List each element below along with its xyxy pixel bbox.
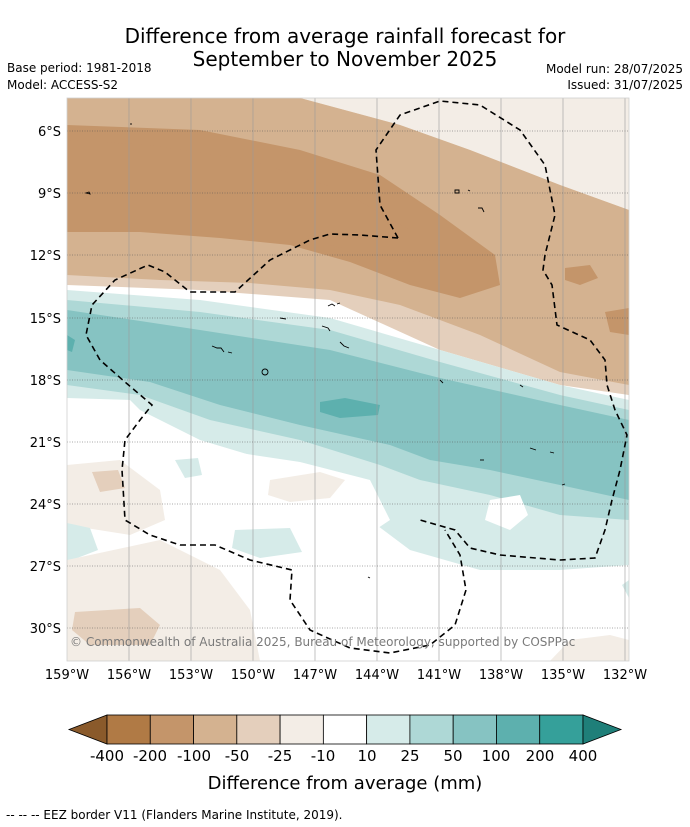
colorbar-tick-label: -50 — [225, 747, 250, 765]
rainfall-anomaly-field — [67, 98, 629, 661]
lat-tick-label: 15°S — [30, 312, 61, 327]
map-title-line1: Difference from average rainfall forecas… — [124, 24, 566, 48]
lon-tick-label: 159°W — [45, 668, 89, 683]
colorbar-tick-label: -10 — [311, 747, 336, 765]
lon-tick-label: 138°W — [479, 668, 523, 683]
colorbar-cell — [279, 714, 324, 745]
issued-date: Issued: 31/07/2025 — [567, 78, 683, 92]
base-period: Base period: 1981-2018 — [7, 61, 152, 75]
lon-tick-label: 147°W — [293, 668, 337, 683]
colorbar-tick-label: -400 — [90, 747, 124, 765]
eez-footnote: -- -- -- EEZ border V11 (Flanders Marine… — [6, 808, 343, 822]
lon-tick-label: 150°W — [231, 668, 275, 683]
colorbar-tick-label: -25 — [268, 747, 293, 765]
lon-tick-label: 144°W — [355, 668, 399, 683]
colorbar-tick-label: 10 — [357, 747, 376, 765]
colorbar-title: Difference from average (mm) — [208, 773, 483, 794]
lat-tick-label: 9°S — [38, 187, 61, 202]
colorbar-cell — [539, 714, 584, 745]
colorbar-cell — [106, 714, 151, 745]
colorbar-cell — [322, 714, 368, 745]
colorbar-tick-label: -100 — [177, 747, 211, 765]
lon-tick-label: 153°W — [169, 668, 213, 683]
colorbar: -400 -200 -100 -50 -25 -10 10 25 50 100 … — [67, 714, 623, 794]
colorbar-cell — [366, 714, 411, 745]
lon-tick-label: 135°W — [541, 668, 585, 683]
colorbar-cell — [236, 714, 281, 745]
lat-tick-label: 27°S — [30, 560, 61, 575]
colorbar-tick-label: 25 — [400, 747, 419, 765]
forecast-map: © Commonwealth of Australia 2025, Bureau… — [30, 97, 647, 794]
model-run-date: Model run: 28/07/2025 — [545, 62, 683, 76]
longitude-axis: 159°W 156°W 153°W 150°W 147°W 144°W 141°… — [45, 668, 647, 683]
lon-tick-label: 141°W — [417, 668, 461, 683]
dry-band-light — [67, 98, 629, 210]
map-frame — [66, 97, 630, 662]
eez-borders — [85, 100, 628, 654]
lat-tick-label: 24°S — [30, 498, 61, 513]
lat-tick-label: 12°S — [30, 249, 61, 264]
colorbar-tick-label: 50 — [443, 747, 462, 765]
lat-tick-label: 18°S — [30, 374, 61, 389]
colorbar-cell — [452, 714, 497, 745]
colorbar-tick-label: 400 — [569, 747, 598, 765]
latitude-axis: 6°S 9°S 12°S 15°S 18°S 21°S 24°S 27°S 30… — [30, 125, 61, 637]
islands — [84, 123, 566, 579]
copyright-credit: © Commonwealth of Australia 2025, Bureau… — [70, 635, 575, 649]
colorbar-arrow-low — [67, 714, 108, 745]
model-name: Model: ACCESS-S2 — [7, 78, 119, 92]
colorbar-cell — [149, 714, 194, 745]
colorbar-cell — [409, 714, 454, 745]
lat-tick-label: 21°S — [30, 436, 61, 451]
lon-tick-label: 132°W — [603, 668, 647, 683]
lon-tick-label: 156°W — [107, 668, 151, 683]
colorbar-tick-label: -200 — [133, 747, 167, 765]
lat-tick-label: 30°S — [30, 622, 61, 637]
colorbar-cell — [193, 714, 238, 745]
colorbar-cell — [496, 714, 541, 745]
longitude-gridlines — [128, 98, 626, 661]
colorbar-tick-label: 100 — [482, 747, 511, 765]
lat-tick-label: 6°S — [38, 125, 61, 140]
colorbar-arrow-high — [582, 714, 623, 745]
latitude-gridlines — [67, 130, 629, 629]
colorbar-tick-label: 200 — [526, 747, 555, 765]
map-title-line2: September to November 2025 — [192, 47, 498, 71]
